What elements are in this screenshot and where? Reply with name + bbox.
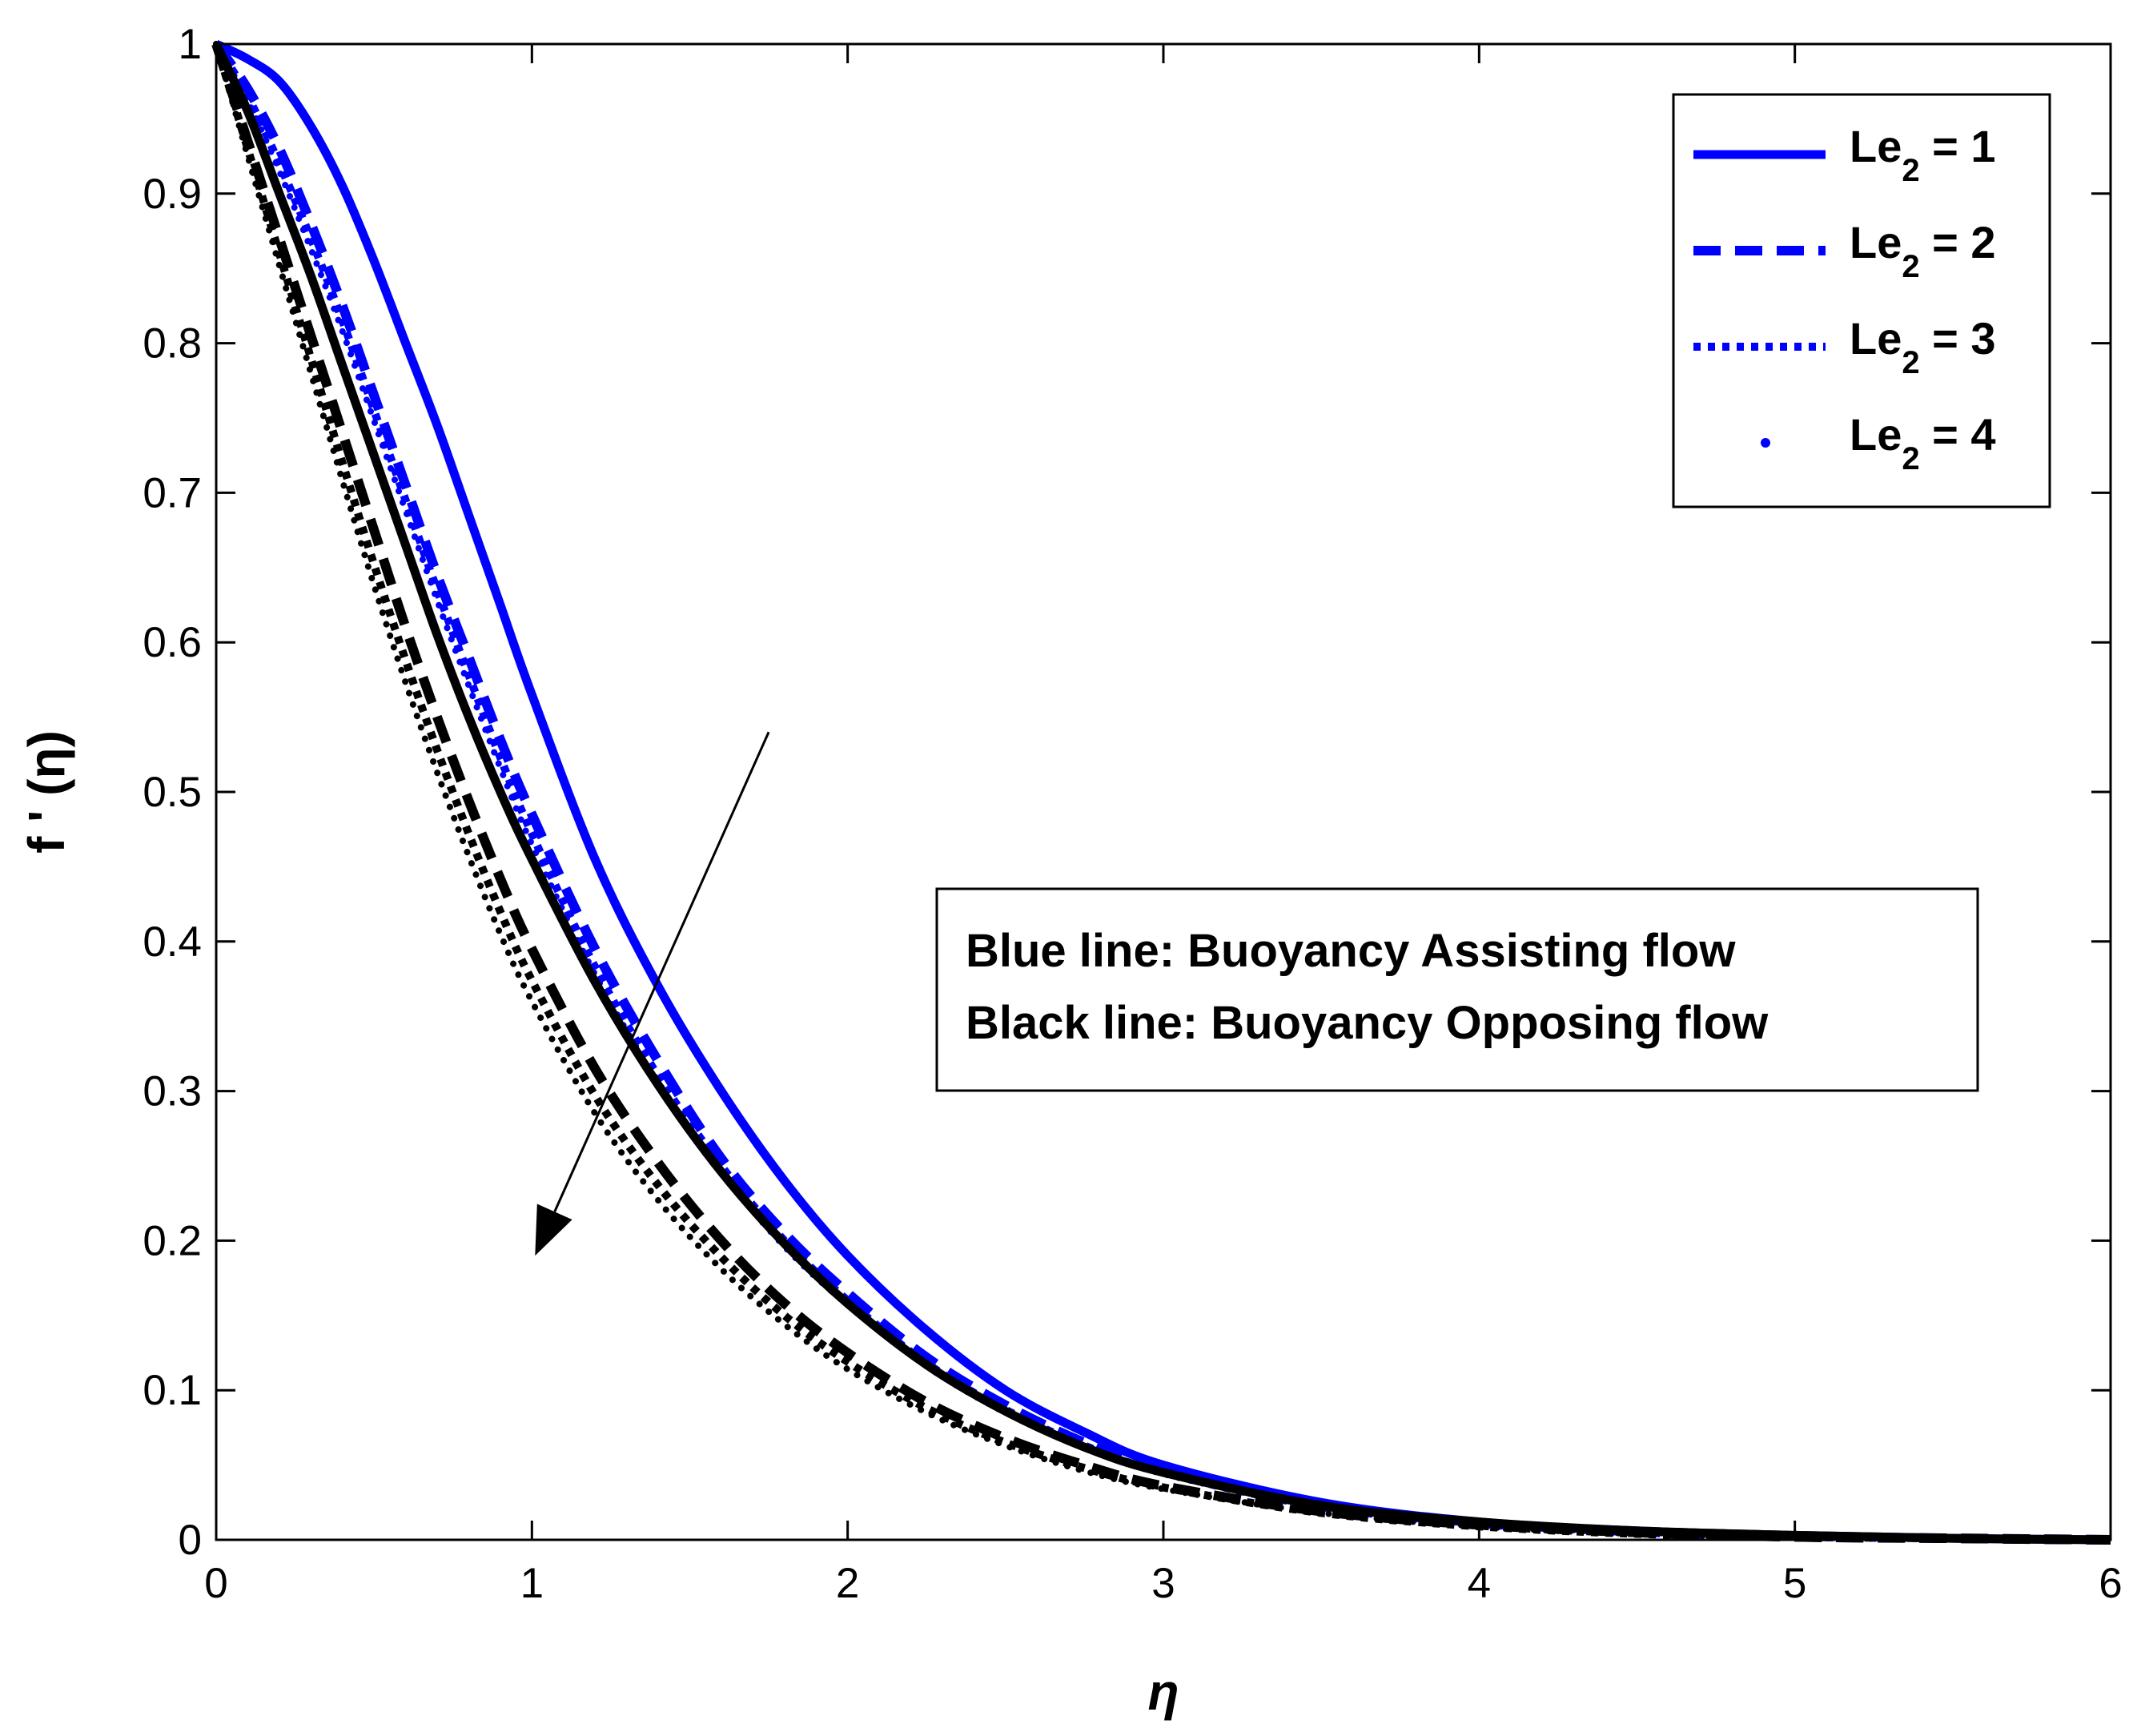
x-tick-label: 4 [1468, 1560, 1491, 1607]
y-tick-label: 0.6 [143, 619, 202, 666]
y-tick-label: 1 [179, 21, 202, 68]
y-tick-label: 0.3 [143, 1068, 202, 1115]
annotation-line-1: Blue line: Buoyancy Assisting flow [966, 925, 1736, 977]
x-tick-label: 0 [204, 1560, 227, 1607]
x-tick-label: 1 [520, 1560, 544, 1607]
legend-entry-4-sub: 2 [1902, 441, 1919, 476]
curves-layer [211, 39, 2114, 1545]
y-tick-label: 0 [179, 1517, 202, 1564]
x-tick-label: 5 [1783, 1560, 1806, 1607]
x-tick-label: 6 [2099, 1560, 2122, 1607]
legend-entry-1: Le2 = 1 [1850, 121, 1996, 188]
legend-entry-3: Le2 = 3 [1850, 313, 1996, 380]
legend: Le2 = 1 Le2 = 2 Le2 = 3 Le2 = 4 [1672, 93, 2051, 508]
y-tick-label: 0.9 [143, 171, 202, 218]
legend-box [1672, 93, 2051, 508]
y-tick-label: 0.2 [143, 1217, 202, 1264]
opposing-le2-4-curve [213, 41, 2114, 1543]
legend-entry-4-suffix: = 4 [1920, 409, 1996, 460]
legend-entry-1-suffix: = 1 [1920, 121, 1996, 171]
legend-entry-2: Le2 = 2 [1850, 217, 1996, 284]
legend-entry-2-prefix: Le [1850, 217, 1902, 267]
x-tick-label: 2 [836, 1560, 859, 1607]
y-tick-label: 0.5 [143, 769, 202, 816]
annotation-frame [935, 887, 1979, 1092]
legend-entry-3-sub: 2 [1902, 345, 1919, 380]
legend-entry-3-prefix: Le [1850, 313, 1902, 364]
x-axis-label: η [1147, 1663, 1179, 1721]
y-tick-label: 0.4 [143, 918, 202, 966]
arrow-shaft [553, 731, 770, 1212]
tick-labels-layer: 0 1 2 3 4 5 6 0 0.1 0.2 0.3 0.4 0.5 0.6 0.7 0.8 0.9 1 [143, 21, 2122, 1607]
legend-entry-4: Le2 = 4 [1850, 409, 1996, 476]
legend-samples [1693, 150, 1826, 448]
arrow-head [535, 1204, 572, 1256]
legend-entry-2-sub: 2 [1902, 249, 1919, 284]
legend-entry-1-sub: 2 [1902, 153, 1919, 188]
le2-increase-arrow [535, 731, 770, 1256]
y-tick-label: 0.1 [143, 1367, 202, 1414]
annotation-box: Blue line: Buoyancy Assisting flow Black… [935, 887, 1979, 1092]
legend-entry-3-suffix: = 3 [1920, 313, 1996, 364]
x-tick-label: 3 [1151, 1560, 1175, 1607]
ticks-layer [215, 42, 2112, 1541]
legend-entry-4-prefix: Le [1850, 409, 1902, 460]
y-tick-label: 0.7 [143, 469, 202, 516]
y-axis-label: f ' (η) [18, 730, 75, 854]
annotation-line-2: Black line: Buoyancy Opposing flow [966, 997, 1769, 1049]
legend-entry-1-prefix: Le [1850, 121, 1902, 171]
legend-sample-4 [1761, 438, 1770, 448]
y-tick-label: 0.8 [143, 320, 202, 368]
legend-entry-2-suffix: = 2 [1920, 217, 1996, 267]
